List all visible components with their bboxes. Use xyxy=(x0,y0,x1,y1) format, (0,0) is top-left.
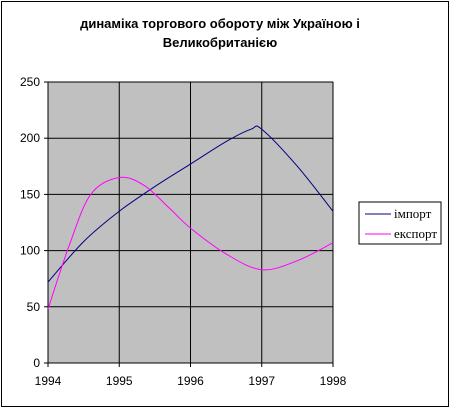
axes: 0 50 100 150 200 250 1994 1995 1996 1997 1998 xyxy=(20,75,347,388)
legend-label: експорт xyxy=(394,226,437,241)
series-lines xyxy=(47,125,334,310)
y-tick-label: 150 xyxy=(20,187,40,201)
x-tick-label: 1997 xyxy=(248,374,275,388)
series-line-0 xyxy=(47,125,334,283)
x-tick-label: 1995 xyxy=(106,374,133,388)
x-tick-label: 1998 xyxy=(320,374,347,388)
y-tick-label: 250 xyxy=(20,75,40,89)
legend-box xyxy=(358,201,442,245)
y-tick-label: 50 xyxy=(27,300,41,314)
series-line-1 xyxy=(47,176,334,310)
x-tick-label: 1994 xyxy=(35,374,62,388)
legend-label: імпорт xyxy=(394,206,432,221)
x-tick-label: 1996 xyxy=(177,374,204,388)
y-tick-label: 0 xyxy=(33,356,40,370)
y-tick-label: 200 xyxy=(20,131,40,145)
legend: імпорт експорт xyxy=(358,201,442,245)
y-tick-label: 100 xyxy=(20,244,40,258)
chart-title: динаміка торгового обороту між Україною … xyxy=(80,16,360,50)
